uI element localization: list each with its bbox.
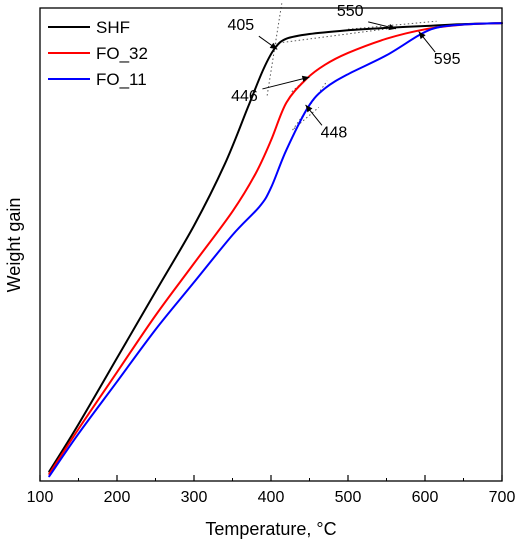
legend-label: SHF (96, 18, 130, 37)
annotation-label: 595 (434, 51, 461, 68)
annotation-arrowhead (418, 31, 426, 40)
series-line-shf (48, 22, 503, 473)
annotations: 405 550 446 595 448 (227, 3, 460, 141)
x-tick-label: 100 (27, 489, 54, 506)
x-axis-tick-labels: 100 200 300 400 500 600 700 (27, 489, 516, 506)
annotation-arrow (262, 76, 310, 90)
x-tick-label: 400 (258, 489, 285, 506)
annotation-label: 448 (321, 124, 348, 141)
x-tick-label: 500 (335, 489, 362, 506)
annotation-label: 550 (337, 3, 364, 20)
series-lines (48, 22, 503, 478)
annotation-label: 405 (227, 17, 254, 34)
tangent-line (347, 20, 437, 30)
annotation-arrowhead (388, 23, 396, 31)
x-tick-label: 700 (489, 489, 516, 506)
legend: SHF FO_32 FO_11 (48, 18, 148, 89)
series-line-fo_11 (48, 22, 503, 478)
x-tick-label: 600 (412, 489, 439, 506)
legend-label: FO_11 (96, 70, 147, 89)
annotation-arrowhead (269, 42, 278, 50)
annotation-arrowhead (301, 75, 310, 82)
annotation-label: 446 (231, 88, 258, 105)
x-tick-label: 200 (104, 489, 131, 506)
y-axis-label: Weight gain (4, 198, 24, 293)
x-tick-label: 300 (181, 489, 208, 506)
series-line-fo_32 (48, 22, 503, 475)
x-axis-ticks (39, 475, 503, 481)
x-axis-label: Temperature, °C (205, 519, 336, 539)
legend-label: FO_32 (96, 44, 148, 63)
tangent-line (274, 27, 395, 44)
annotation-arrowhead (305, 104, 313, 113)
